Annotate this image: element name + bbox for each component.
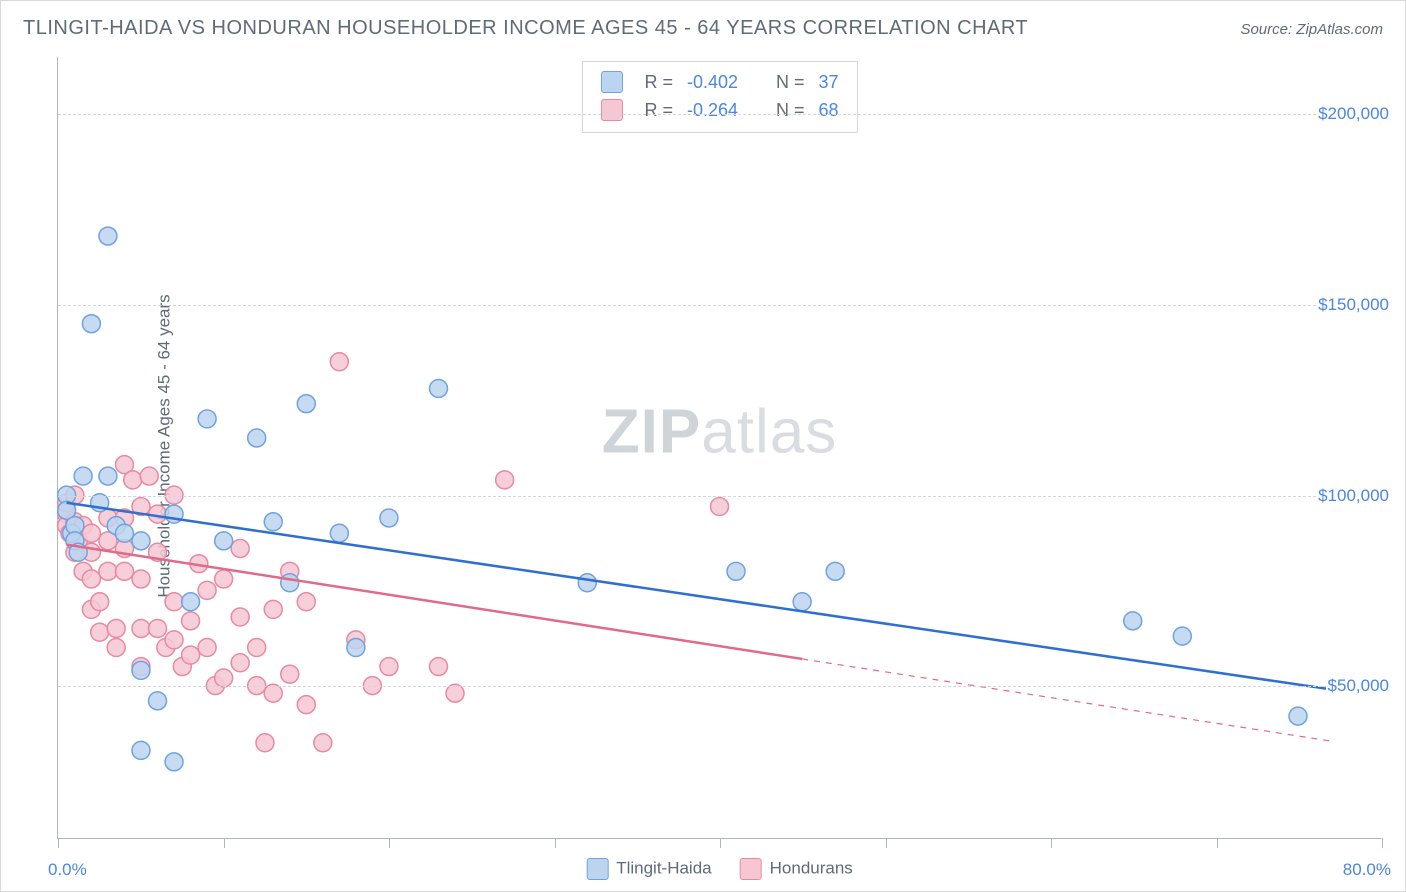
point-honduran <box>198 581 216 599</box>
gridline <box>58 686 1391 687</box>
x-tick <box>58 838 59 848</box>
point-tlingit <box>1173 627 1191 645</box>
bottom-legend: Tlingit-Haida Hondurans <box>586 858 853 880</box>
point-honduran <box>297 593 315 611</box>
point-honduran <box>198 639 216 657</box>
point-tlingit <box>264 513 282 531</box>
point-honduran <box>165 593 183 611</box>
point-honduran <box>107 639 125 657</box>
point-tlingit <box>99 227 117 245</box>
point-tlingit <box>347 639 365 657</box>
point-tlingit <box>215 532 233 550</box>
source-label: Source: ZipAtlas.com <box>1240 21 1383 38</box>
point-honduran <box>91 593 109 611</box>
point-honduran <box>264 600 282 618</box>
point-tlingit <box>297 395 315 413</box>
point-honduran <box>91 623 109 641</box>
gridline <box>58 114 1391 115</box>
point-honduran <box>256 734 274 752</box>
regression-extrap-honduran <box>802 659 1331 741</box>
point-honduran <box>115 562 133 580</box>
plot-area: ZIPatlas R = -0.402 N = 37 R = -0.264 N … <box>57 57 1381 839</box>
point-honduran <box>182 646 200 664</box>
point-honduran <box>82 524 100 542</box>
x-tick <box>389 838 390 848</box>
point-honduran <box>132 570 150 588</box>
point-tlingit <box>165 753 183 771</box>
point-tlingit <box>115 524 133 542</box>
point-tlingit <box>430 379 448 397</box>
swatch-tlingit-2 <box>586 858 608 880</box>
point-honduran <box>314 734 332 752</box>
point-tlingit <box>793 593 811 611</box>
x-tick <box>224 838 225 848</box>
point-honduran <box>82 570 100 588</box>
chart-title: TLINGIT-HAIDA VS HONDURAN HOUSEHOLDER IN… <box>23 17 1028 40</box>
point-tlingit <box>82 315 100 333</box>
point-honduran <box>711 498 729 516</box>
point-honduran <box>182 612 200 630</box>
x-tick <box>720 838 721 848</box>
point-honduran <box>297 696 315 714</box>
regression-tlingit <box>67 503 1331 690</box>
legend-item-tlingit: Tlingit-Haida <box>586 858 711 880</box>
legend-item-honduran: Hondurans <box>740 858 853 880</box>
point-tlingit <box>727 562 745 580</box>
point-honduran <box>248 639 266 657</box>
point-honduran <box>99 562 117 580</box>
point-honduran <box>215 570 233 588</box>
point-tlingit <box>826 562 844 580</box>
point-honduran <box>140 467 158 485</box>
point-honduran <box>165 631 183 649</box>
point-honduran <box>430 658 448 676</box>
legend-label-honduran: Hondurans <box>770 858 853 877</box>
point-honduran <box>231 539 249 557</box>
point-honduran <box>107 619 125 637</box>
gridline <box>58 305 1391 306</box>
gridline <box>58 496 1391 497</box>
y-tick-label: $50,000 <box>1326 676 1391 696</box>
point-tlingit <box>330 524 348 542</box>
point-tlingit <box>1124 612 1142 630</box>
point-tlingit <box>132 532 150 550</box>
point-tlingit <box>74 467 92 485</box>
point-tlingit <box>380 509 398 527</box>
point-honduran <box>124 471 142 489</box>
point-honduran <box>496 471 514 489</box>
point-tlingit <box>1289 707 1307 725</box>
x-axis-min-label: 0.0% <box>48 860 87 880</box>
point-tlingit <box>198 410 216 428</box>
point-honduran <box>231 608 249 626</box>
point-tlingit <box>578 574 596 592</box>
point-tlingit <box>132 661 150 679</box>
legend-label-tlingit: Tlingit-Haida <box>616 858 711 877</box>
point-honduran <box>132 619 150 637</box>
y-tick-label: $150,000 <box>1316 295 1391 315</box>
point-honduran <box>215 669 233 687</box>
y-tick-label: $100,000 <box>1316 486 1391 506</box>
x-tick <box>1051 838 1052 848</box>
x-tick <box>555 838 556 848</box>
point-tlingit <box>248 429 266 447</box>
point-honduran <box>380 658 398 676</box>
x-tick <box>1382 838 1383 848</box>
point-honduran <box>149 619 167 637</box>
point-tlingit <box>132 741 150 759</box>
point-honduran <box>281 665 299 683</box>
point-tlingit <box>182 593 200 611</box>
point-honduran <box>330 353 348 371</box>
point-tlingit <box>149 692 167 710</box>
point-honduran <box>231 654 249 672</box>
swatch-honduran-2 <box>740 858 762 880</box>
point-tlingit <box>99 467 117 485</box>
x-tick <box>1217 838 1218 848</box>
point-tlingit <box>281 574 299 592</box>
x-axis-max-label: 80.0% <box>1343 860 1391 880</box>
x-tick <box>886 838 887 848</box>
scatter-svg <box>58 57 1381 838</box>
y-tick-label: $200,000 <box>1316 104 1391 124</box>
